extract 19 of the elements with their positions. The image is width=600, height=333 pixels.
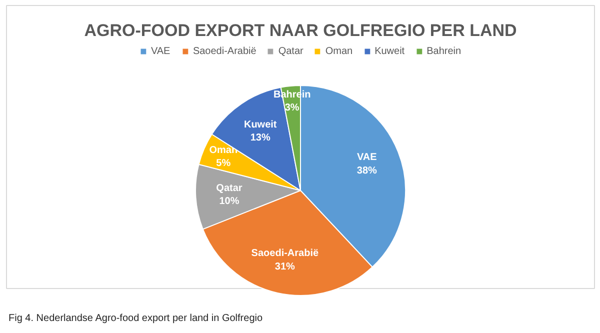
slice-label: VAE xyxy=(356,152,378,164)
data-label: 38% xyxy=(356,165,377,176)
legend-label: VAE xyxy=(150,45,171,57)
legend-label: Qatar xyxy=(278,45,304,57)
data-label: 5% xyxy=(216,158,231,170)
data-label: 13% xyxy=(250,132,270,144)
legend-label: Saoedi-Arabië xyxy=(192,45,256,57)
slice-label: Bahrein xyxy=(273,90,311,101)
slice-label: Saoedi-Arabië xyxy=(251,248,319,260)
slice-label: Qatar xyxy=(216,182,242,194)
caption: Fig 4. Nederlandse Agro-food export per land in Golfregio xyxy=(8,313,263,324)
chart-title: AGRO-FOOD EXPORT NAAR GOLFREGIO PER LAND xyxy=(84,21,517,40)
legend-label: Oman xyxy=(325,45,353,57)
data-label: 3% xyxy=(284,102,300,114)
slice-label: Kuweit xyxy=(244,119,278,130)
data-label: 31% xyxy=(274,261,296,272)
data-label: 10% xyxy=(219,196,240,208)
legend-label: Kuweit xyxy=(374,45,405,57)
legend-label: Bahrein xyxy=(426,45,462,57)
